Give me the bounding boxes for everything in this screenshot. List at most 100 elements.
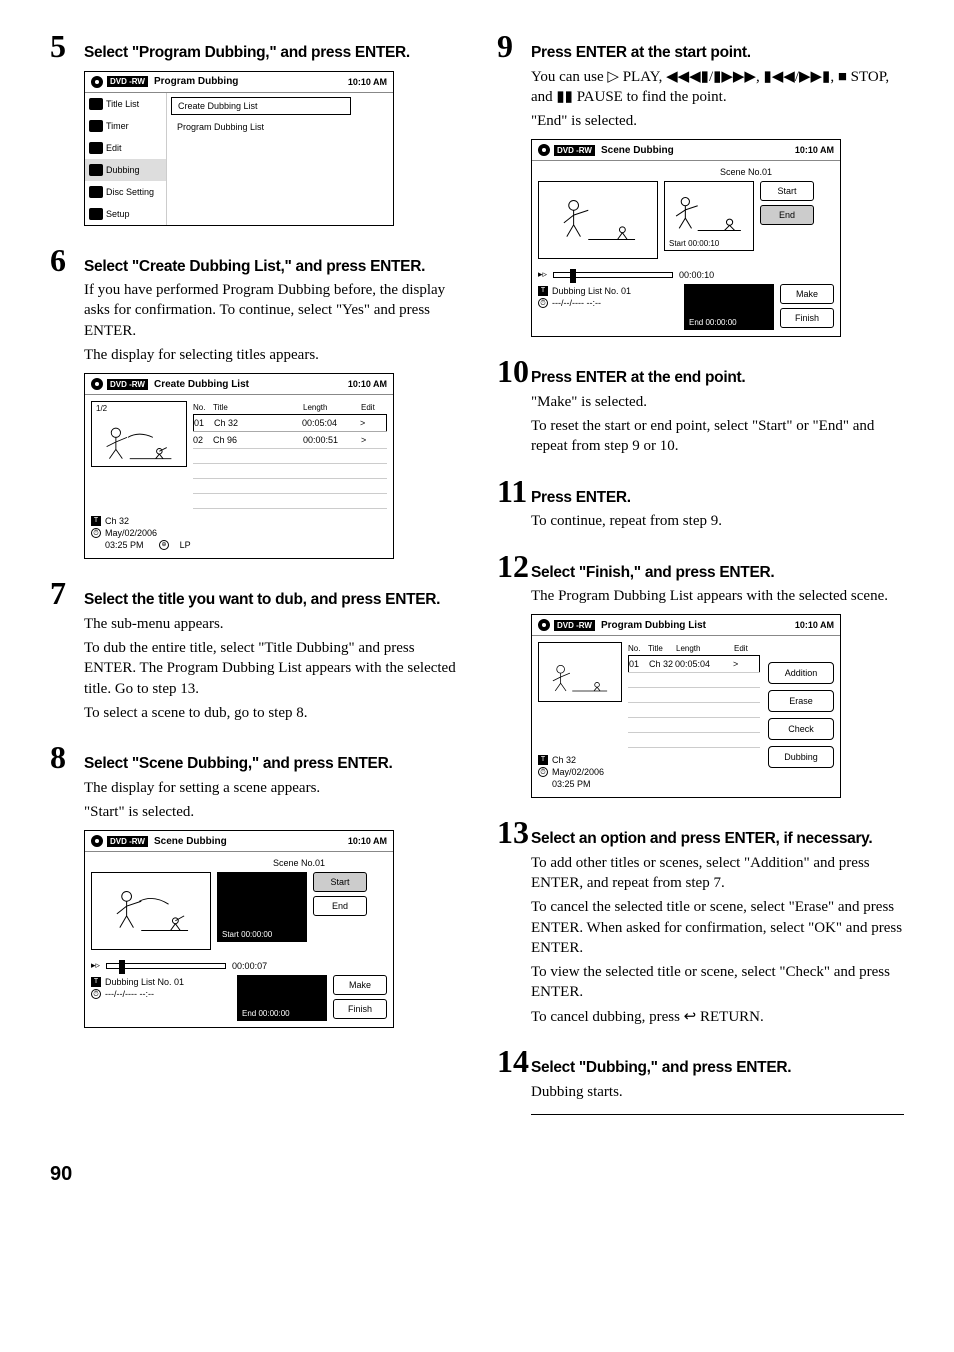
step-text: The Program Dubbing List appears with th… bbox=[531, 586, 904, 606]
info-title: Ch 32 bbox=[105, 516, 129, 526]
sidebar-item-title-list[interactable]: Title List bbox=[85, 93, 166, 115]
ui-title: Scene Dubbing bbox=[601, 145, 795, 156]
t-icon: T bbox=[91, 977, 101, 987]
step-10: 10 Press ENTER at the end point. "Make" … bbox=[497, 355, 904, 456]
option-create-dubbing-list[interactable]: Create Dubbing List bbox=[171, 97, 351, 115]
table-row bbox=[628, 702, 760, 718]
start-button[interactable]: Start bbox=[313, 872, 367, 892]
make-button[interactable]: Make bbox=[780, 284, 834, 304]
sidebar-item-edit[interactable]: Edit bbox=[85, 137, 166, 159]
sidebar-item-setup[interactable]: Setup bbox=[85, 203, 166, 225]
t-icon: T bbox=[538, 286, 548, 296]
pause-icon: ▮▮ bbox=[556, 89, 573, 105]
timeline-bar[interactable] bbox=[106, 963, 226, 969]
dub-list-label: Dubbing List No. 01 bbox=[552, 286, 631, 296]
info-time: 03:25 PM bbox=[552, 779, 591, 789]
scene-number: Scene No.01 bbox=[91, 858, 387, 868]
step-title: Select the title you want to dub, and pr… bbox=[84, 591, 440, 610]
divider bbox=[531, 1114, 904, 1115]
ui-time: 10:10 AM bbox=[795, 620, 834, 630]
step-number: 10 bbox=[497, 355, 531, 387]
scene-number: Scene No.01 bbox=[538, 167, 834, 177]
disc-icon bbox=[538, 619, 550, 631]
step-title: Press ENTER at the start point. bbox=[531, 44, 751, 63]
skip-fwd-icon: ▶▶▮ bbox=[799, 69, 830, 85]
check-button[interactable]: Check bbox=[768, 718, 834, 740]
step-number: 5 bbox=[50, 30, 84, 62]
end-button[interactable]: End bbox=[760, 205, 814, 225]
table-row[interactable]: 02 Ch 96 00:00:51 > bbox=[193, 431, 387, 449]
info-mode: LP bbox=[180, 540, 191, 550]
dub-list-label: Dubbing List No. 01 bbox=[105, 977, 184, 987]
scan-back-icon: ◀◀◀▮ bbox=[666, 69, 709, 85]
finish-button[interactable]: Finish bbox=[780, 308, 834, 328]
ui-scene-dubbing-b: DVD -RW Scene Dubbing 10:10 AM Scene No.… bbox=[531, 139, 841, 337]
end-caption: End 00:00:00 bbox=[242, 1009, 290, 1018]
ui-time: 10:10 AM bbox=[795, 145, 834, 155]
step-title: Select "Create Dubbing List," and press … bbox=[84, 258, 425, 277]
sidebar-item-timer[interactable]: Timer bbox=[85, 115, 166, 137]
col-length: Length bbox=[676, 644, 734, 653]
table-row bbox=[628, 732, 760, 748]
finish-button[interactable]: Finish bbox=[333, 999, 387, 1019]
make-button[interactable]: Make bbox=[333, 975, 387, 995]
dubbing-icon bbox=[89, 164, 103, 176]
stop-icon: ■ bbox=[838, 69, 847, 85]
scene-preview: Start 00:00:00 bbox=[217, 872, 307, 942]
sidebar-item-disc-setting[interactable]: Disc Setting bbox=[85, 181, 166, 203]
step-number: 6 bbox=[50, 244, 84, 276]
info-date: May/02/2006 bbox=[552, 767, 604, 777]
step-number: 12 bbox=[497, 550, 531, 582]
col-no: No. bbox=[628, 644, 648, 653]
dvd-badge: DVD -RW bbox=[554, 145, 595, 156]
table-row bbox=[628, 687, 760, 703]
step-9: 9 Press ENTER at the start point. You ca… bbox=[497, 30, 904, 337]
table-row[interactable]: 01 Ch 32 00:05:04 > bbox=[193, 414, 387, 432]
thumbnail bbox=[538, 642, 622, 702]
table-row[interactable]: 01 Ch 32 00:05:04 > bbox=[628, 655, 760, 673]
clock-icon: ⏱ bbox=[91, 989, 101, 999]
step-text: You can use ▷ PLAY, ◀◀◀▮/▮▶▶▶, ▮◀◀/▶▶▮, … bbox=[531, 67, 904, 108]
info-time: 03:25 PM bbox=[105, 540, 144, 550]
info-title: Ch 32 bbox=[552, 755, 576, 765]
disc-icon bbox=[91, 378, 103, 390]
thumbnail: 1/2 bbox=[91, 401, 187, 467]
timeline-bar[interactable] bbox=[553, 272, 673, 278]
dubbing-button[interactable]: Dubbing bbox=[768, 746, 834, 768]
step-text: To add other titles or scenes, select "A… bbox=[531, 853, 904, 894]
col-edit: Edit bbox=[734, 644, 760, 653]
step-title: Press ENTER at the end point. bbox=[531, 369, 745, 388]
ui-program-dubbing-list: DVD -RW Program Dubbing List 10:10 AM No… bbox=[531, 614, 841, 798]
option-program-dubbing-list[interactable]: Program Dubbing List bbox=[171, 119, 351, 136]
step-title: Select "Program Dubbing," and press ENTE… bbox=[84, 44, 410, 63]
disc-icon bbox=[538, 144, 550, 156]
step-text: To continue, repeat from step 9. bbox=[531, 511, 904, 531]
dvd-badge: DVD -RW bbox=[554, 620, 595, 631]
step-text: The sub-menu appears. bbox=[84, 614, 457, 634]
clock-icon: ⏱ bbox=[91, 528, 101, 538]
step-text: If you have performed Program Dubbing be… bbox=[84, 280, 457, 341]
scene-thumbnail bbox=[538, 181, 658, 259]
ui-title: Create Dubbing List bbox=[154, 379, 348, 390]
t-icon: T bbox=[91, 516, 101, 526]
table-row bbox=[193, 448, 387, 464]
step-text: "Start" is selected. bbox=[84, 802, 457, 822]
col-title: Title bbox=[648, 644, 676, 653]
step-text: To cancel the selected title or scene, s… bbox=[531, 897, 904, 958]
col-title: Title bbox=[213, 403, 303, 412]
erase-button[interactable]: Erase bbox=[768, 690, 834, 712]
step-title: Select an option and press ENTER, if nec… bbox=[531, 830, 872, 849]
table-row bbox=[628, 672, 760, 688]
addition-button[interactable]: Addition bbox=[768, 662, 834, 684]
step-text: To dub the entire title, select "Title D… bbox=[84, 638, 457, 699]
table-row bbox=[193, 478, 387, 494]
ui-time: 10:10 AM bbox=[348, 379, 387, 389]
title-table: No. Title Length Edit 01 Ch 32 00:05:04 … bbox=[193, 401, 387, 508]
start-button[interactable]: Start bbox=[760, 181, 814, 201]
title-table: No. Title Length Edit 01 Ch 32 00:05:04 bbox=[628, 642, 760, 747]
step-8: 8 Select "Scene Dubbing," and press ENTE… bbox=[50, 741, 457, 1028]
ui-time: 10:10 AM bbox=[348, 836, 387, 846]
sidebar-item-dubbing[interactable]: Dubbing bbox=[85, 159, 166, 181]
ui-title: Program Dubbing bbox=[154, 76, 348, 87]
end-button[interactable]: End bbox=[313, 896, 367, 916]
